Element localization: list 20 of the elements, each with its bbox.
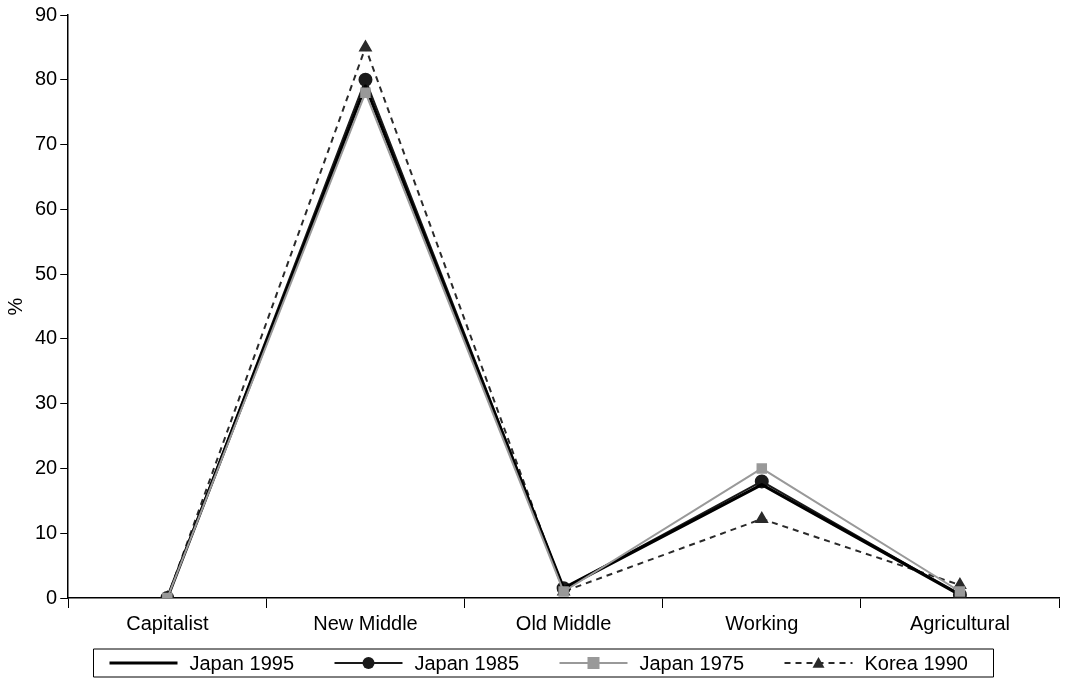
x-tick-label: Old Middle [515,611,612,634]
y-tick-label: 80 [35,67,58,90]
legend-label: Japan 1975 [639,651,745,674]
y-tick-label: 50 [35,261,58,284]
y-tick-label: 40 [35,326,58,349]
y-tick-label: 10 [35,520,58,543]
legend-label: Japan 1995 [189,651,295,674]
y-tick-label: 60 [35,196,58,219]
legend-label: Japan 1985 [414,651,520,674]
y-axis-title: % [3,297,26,316]
y-tick-label: 20 [35,455,58,478]
y-tick-label: 90 [35,2,58,25]
x-tick-label: Working [725,611,799,634]
y-tick-label: 70 [35,132,58,155]
x-tick-label: New Middle [313,611,418,634]
x-tick-label: Capitalist [126,611,209,634]
y-tick-label: 30 [35,391,58,414]
y-tick-label: 0 [46,585,58,608]
x-tick-label: Agricultural [909,611,1010,634]
legend-label: Korea 1990 [864,651,968,674]
